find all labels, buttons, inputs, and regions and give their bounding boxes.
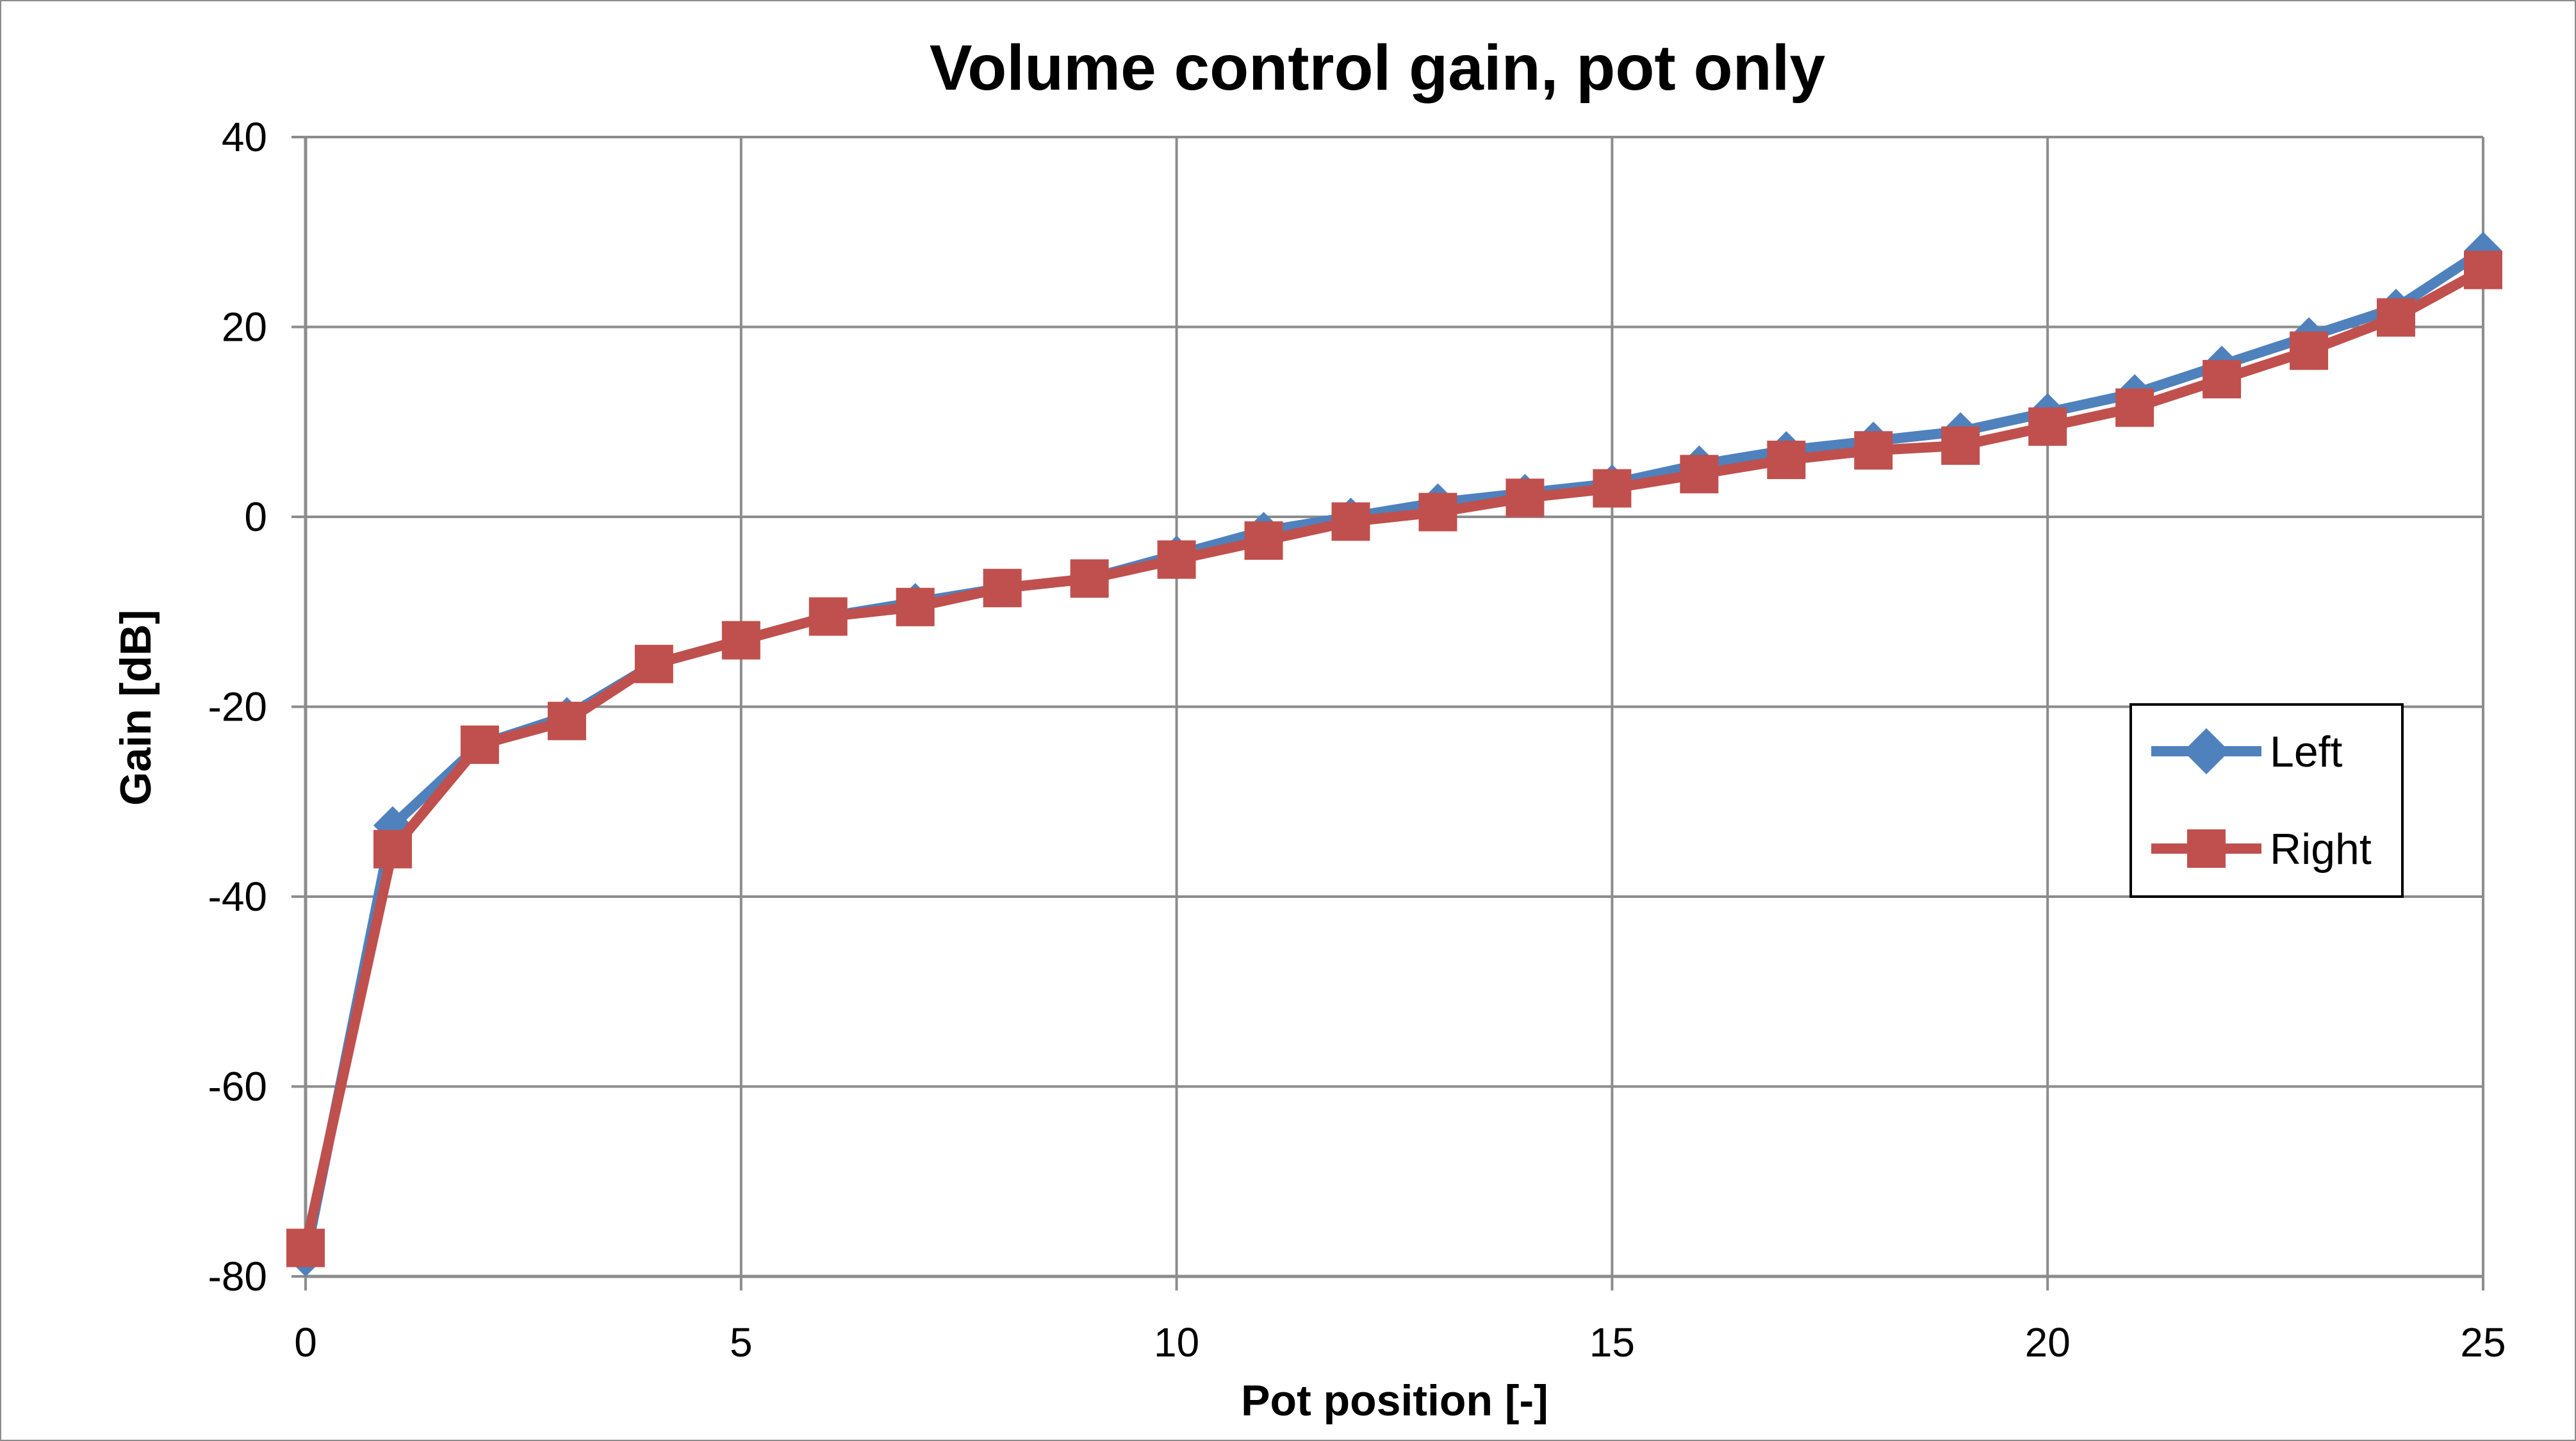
data-point-right <box>2115 388 2154 427</box>
chart-title: Volume control gain, pot only <box>930 32 1826 104</box>
y-tick-label: -40 <box>208 874 268 920</box>
data-point-right <box>983 569 1022 608</box>
x-tick-label: 0 <box>294 1319 317 1365</box>
legend-label-left: Left <box>2270 728 2343 776</box>
y-axis-title: Gain [dB] <box>111 610 160 806</box>
data-point-right <box>1941 426 1980 465</box>
y-tick-label: 0 <box>244 494 267 540</box>
series-right <box>286 250 2502 1267</box>
legend: Left Right <box>2129 703 2404 898</box>
data-point-right <box>2464 250 2502 289</box>
data-point-right <box>1854 431 1893 470</box>
data-point-right <box>1680 455 1719 494</box>
y-tick-label: -60 <box>208 1064 268 1110</box>
data-point-right <box>808 597 848 636</box>
axes: -80 -60 -40 -20 0 20 40 0 5 10 15 20 25 <box>208 114 2506 1365</box>
y-tick-label: 20 <box>222 304 267 350</box>
data-point-right <box>1331 502 1370 541</box>
data-point-right <box>2203 360 2242 399</box>
gridlines <box>304 136 2484 1278</box>
data-point-right <box>2290 331 2329 370</box>
x-tick-label: 25 <box>2460 1319 2506 1365</box>
data-point-right <box>1505 478 1545 517</box>
data-point-right <box>1418 493 1457 532</box>
y-tick-label: -80 <box>208 1253 268 1299</box>
legend-box <box>2129 703 2404 898</box>
y-tick-label: 40 <box>222 114 267 160</box>
y-tick-label: -20 <box>208 684 268 730</box>
data-point-right <box>547 701 586 740</box>
x-tick-label: 10 <box>1154 1319 1199 1365</box>
data-point-right <box>2028 407 2067 446</box>
data-point-right <box>286 1228 325 1267</box>
x-tick-label: 15 <box>1589 1319 1635 1365</box>
data-point-right <box>634 644 673 683</box>
legend-item-right: Right <box>2151 825 2372 874</box>
legend-label-right: Right <box>2270 825 2372 874</box>
series-layer <box>286 231 2502 1277</box>
data-point-right <box>721 621 760 660</box>
data-point-right <box>460 725 499 764</box>
legend-marker-right <box>2187 829 2226 868</box>
x-axis-title: Pot position [-] <box>1241 1376 1548 1425</box>
data-point-right <box>2377 298 2416 337</box>
x-tick-label: 5 <box>730 1319 753 1365</box>
data-point-right <box>1157 540 1196 579</box>
data-point-right <box>1244 521 1283 560</box>
data-point-right <box>896 587 935 626</box>
x-tick-label: 20 <box>2025 1319 2071 1365</box>
data-point-right <box>1070 559 1109 598</box>
data-point-right <box>1593 469 1632 508</box>
legend-marker-left <box>2183 728 2229 774</box>
data-point-right <box>373 829 412 868</box>
data-point-right <box>1767 441 1806 480</box>
legend-item-left: Left <box>2151 728 2343 776</box>
